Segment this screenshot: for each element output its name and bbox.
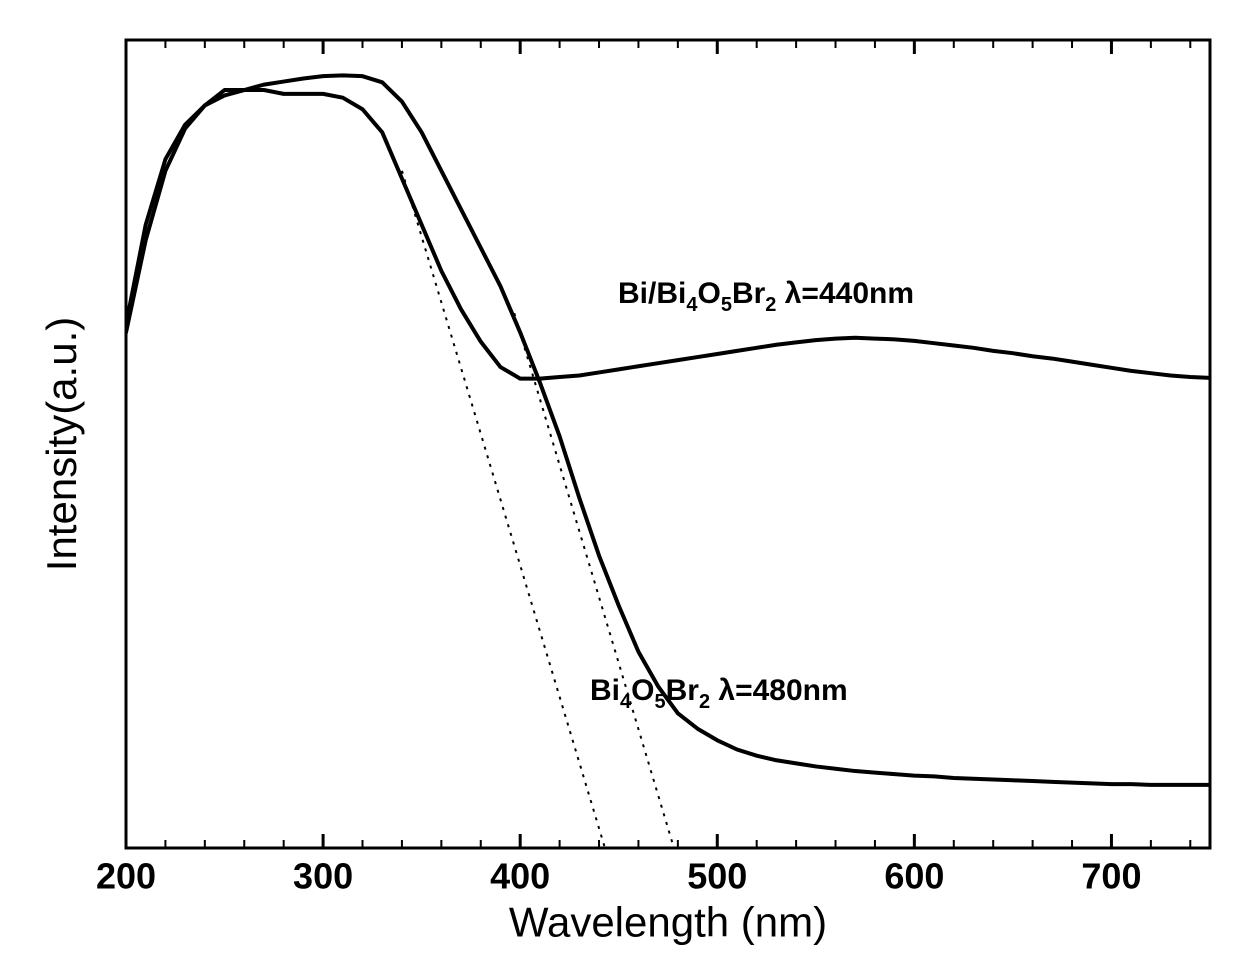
x-tick-label-300: 300 — [293, 855, 353, 896]
x-tick-label-200: 200 — [96, 855, 156, 896]
x-tick-label-600: 600 — [884, 855, 944, 896]
y-axis-label: Intensity(a.u.) — [38, 317, 85, 571]
x-axis-label: Wavelength (nm) — [509, 898, 827, 945]
x-tick-label-700: 700 — [1081, 855, 1141, 896]
x-tick-label-500: 500 — [687, 855, 747, 896]
x-tick-label-400: 400 — [490, 855, 550, 896]
uv-vis-spectrum-chart: 200 300 400 500 600 700 Wavelength (nm) Intensi… — [0, 0, 1240, 971]
